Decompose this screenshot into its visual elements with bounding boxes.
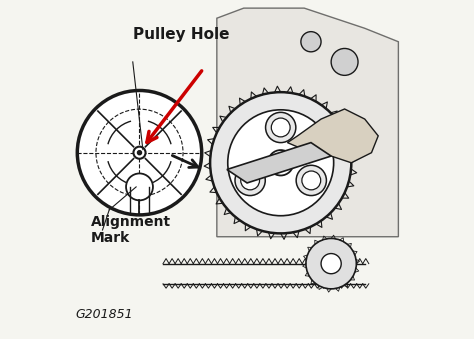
Circle shape xyxy=(126,174,153,200)
Circle shape xyxy=(228,110,334,216)
Circle shape xyxy=(134,147,146,159)
Polygon shape xyxy=(287,109,378,163)
Circle shape xyxy=(235,165,265,196)
Text: Pulley Hole: Pulley Hole xyxy=(133,27,229,42)
Circle shape xyxy=(296,165,327,196)
Polygon shape xyxy=(227,143,331,183)
Circle shape xyxy=(241,171,260,190)
Circle shape xyxy=(306,238,356,289)
Text: Alignment
Mark: Alignment Mark xyxy=(91,215,171,245)
Circle shape xyxy=(137,151,142,155)
Polygon shape xyxy=(217,8,398,237)
Text: G201851: G201851 xyxy=(76,308,133,321)
Circle shape xyxy=(271,118,290,137)
Circle shape xyxy=(77,91,202,215)
Circle shape xyxy=(265,112,296,143)
Circle shape xyxy=(301,32,321,52)
Circle shape xyxy=(275,157,286,168)
Circle shape xyxy=(210,92,351,233)
Circle shape xyxy=(331,48,358,75)
Circle shape xyxy=(268,150,293,176)
Circle shape xyxy=(302,171,321,190)
Circle shape xyxy=(321,254,341,274)
